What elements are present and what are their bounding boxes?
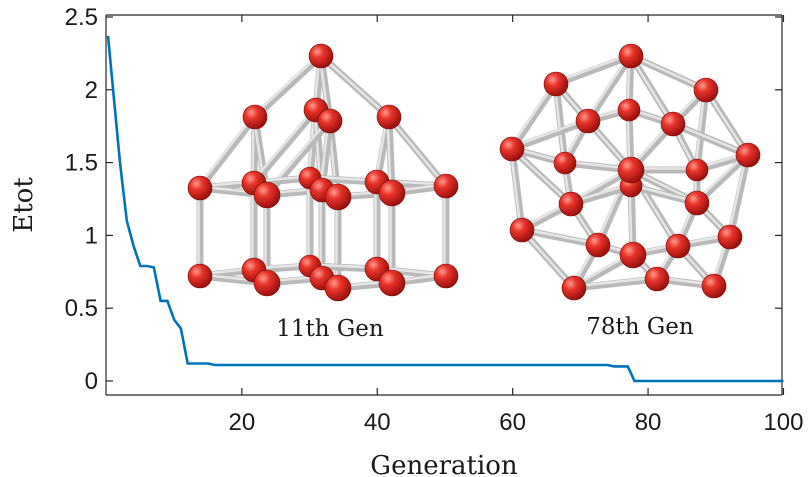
cluster-11-bond-highlight xyxy=(251,107,316,183)
cluster-78-atom xyxy=(660,111,686,137)
cluster-78-atom xyxy=(585,232,611,258)
cluster-11-atom xyxy=(187,175,213,201)
cluster-78-atom xyxy=(693,77,719,103)
cluster-11-atom xyxy=(242,104,268,130)
cluster-11-atom xyxy=(376,104,402,130)
cluster-78-atom xyxy=(701,273,727,299)
cluster-78-atom xyxy=(644,266,670,292)
cluster-11-bond xyxy=(196,113,259,192)
x-tick-label: 60 xyxy=(499,409,526,436)
x-axis-label: Generation xyxy=(370,451,518,477)
cluster-78-atom xyxy=(558,191,584,217)
annotation-11th-gen: 11th Gen xyxy=(276,316,384,342)
cluster-78-atoms xyxy=(499,43,761,301)
cluster-78-atom xyxy=(665,233,691,259)
axis-ticks: 20 40 60 80 100 0 0.5 1 1.5 2 2.5 xyxy=(65,4,804,436)
cluster-78-atom xyxy=(735,142,761,168)
y-tick-label: 1.5 xyxy=(65,150,98,177)
cluster-11-atom xyxy=(187,263,213,289)
cluster-78-atom xyxy=(575,108,601,134)
cluster-78-atom xyxy=(618,43,644,69)
cluster-11-atom xyxy=(317,108,343,134)
cluster-11-bond-highlight xyxy=(252,53,321,117)
cluster-78th-gen-illustration xyxy=(499,43,761,301)
cluster-11-atom xyxy=(253,269,281,297)
cluster-78-atom xyxy=(617,98,641,122)
y-tick-label: 2 xyxy=(85,77,98,104)
cluster-78-bond xyxy=(508,80,560,153)
y-tick-label: 0 xyxy=(85,368,98,395)
cluster-78-bond-highlight xyxy=(727,152,748,237)
cluster-78-atom xyxy=(561,275,587,301)
cluster-11-atom xyxy=(324,274,352,302)
y-axis-label: Etot xyxy=(9,177,39,233)
cluster-78-atom xyxy=(499,136,525,162)
cluster-78-bond-highlight xyxy=(509,118,588,149)
cluster-11-bond xyxy=(251,52,325,121)
y-tick-label: 2.5 xyxy=(65,4,98,31)
cluster-78-bond-highlight xyxy=(585,53,631,121)
cluster-78-bond xyxy=(693,86,710,174)
cluster-78-bond xyxy=(508,117,592,153)
x-tick-label: 40 xyxy=(364,409,391,436)
x-tick-label: 80 xyxy=(635,409,662,436)
y-tick-label: 1 xyxy=(85,222,98,249)
x-tick-label: 100 xyxy=(763,409,803,436)
cluster-78-atom xyxy=(685,158,709,182)
cluster-11-atom xyxy=(308,43,334,69)
plot-frame xyxy=(105,14,783,396)
cluster-78-atom xyxy=(684,190,710,216)
cluster-78-atom xyxy=(509,217,535,243)
series-line-etot xyxy=(106,35,784,383)
cluster-78-bond xyxy=(726,151,752,241)
cluster-11-atom xyxy=(378,179,406,207)
cluster-78-bond-highlight xyxy=(571,276,657,288)
cluster-11-bond xyxy=(250,106,320,187)
cluster-78-bond-highlight xyxy=(553,53,631,84)
cluster-78-atom xyxy=(543,71,569,97)
cluster-11-atom xyxy=(253,181,281,209)
cluster-11-bond-highlight xyxy=(386,114,446,186)
cluster-11-atom xyxy=(324,183,352,211)
cluster-78-atom xyxy=(553,151,577,175)
cluster-11-atom xyxy=(433,173,459,199)
cluster-11-bond-highlight xyxy=(197,114,255,188)
cluster-11th-gen-illustration xyxy=(187,43,459,302)
cluster-78-bond-highlight xyxy=(509,81,556,149)
cluster-78-bond xyxy=(584,52,635,125)
annotation-78th-gen: 78th Gen xyxy=(586,314,694,340)
cluster-78-atom xyxy=(717,224,743,250)
cluster-78-atom xyxy=(619,241,647,269)
cluster-11-bonds xyxy=(196,52,450,292)
cluster-78-atom xyxy=(617,156,645,184)
y-tick-label: 0.5 xyxy=(65,295,98,322)
cluster-78-bond xyxy=(552,52,635,88)
cluster-11-atom xyxy=(433,263,459,289)
cluster-11-atoms xyxy=(187,43,459,302)
cluster-78-bond xyxy=(552,80,569,167)
cluster-78-bond xyxy=(570,275,661,292)
cluster-11-atom xyxy=(378,269,406,297)
x-tick-label: 20 xyxy=(229,409,256,436)
cluster-11-bond-highlight xyxy=(318,53,389,117)
cluster-78-bond xyxy=(508,145,526,234)
